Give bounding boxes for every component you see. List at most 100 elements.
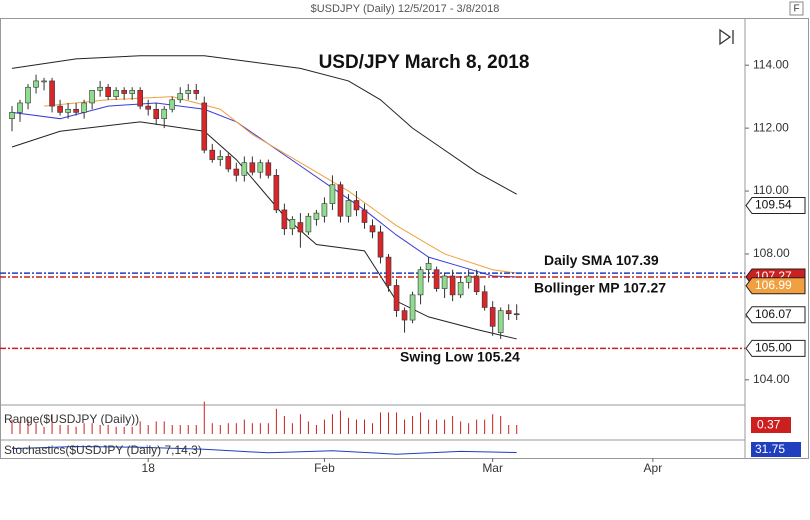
candle-body — [97, 86, 103, 91]
candle-body — [81, 102, 87, 113]
price-label-box — [745, 277, 806, 295]
candle-body — [225, 156, 232, 170]
panel-title: Stochastics($USDJPY (Daily) 7,14,3) — [4, 443, 202, 457]
price-label-box — [745, 339, 806, 357]
candle-body — [89, 90, 95, 104]
candle-body — [281, 209, 288, 230]
candle-body — [473, 275, 480, 293]
candle-body — [401, 310, 408, 321]
stoch-line — [11, 445, 517, 455]
indicator-line — [11, 121, 517, 340]
candle-body — [241, 162, 248, 176]
candle-body — [337, 184, 344, 217]
indicator-line — [11, 55, 517, 195]
candle-body — [217, 156, 224, 160]
panel-title: Range($USDJPY (Daily)) — [4, 412, 139, 426]
candle-body — [49, 80, 55, 107]
price-label-box — [745, 306, 806, 324]
candle-body — [153, 108, 160, 119]
annotation: Daily SMA 107.39 — [544, 252, 659, 268]
candle-body — [65, 108, 71, 113]
candle-body — [185, 90, 192, 94]
y-tick-label: 114.00 — [753, 57, 789, 71]
candle-body — [249, 162, 256, 173]
play-icon[interactable] — [719, 28, 734, 46]
price-label-box — [745, 197, 806, 215]
candle-body — [177, 93, 184, 101]
chart-title: $USDJPY (Daily) 12/5/2017 - 3/8/2018 — [311, 3, 500, 15]
x-tick-label: Apr — [644, 461, 663, 475]
candle-body — [329, 184, 336, 204]
candle-body — [209, 149, 216, 160]
candle-body — [233, 168, 240, 176]
candle-body — [273, 175, 280, 211]
candle-body — [425, 263, 432, 271]
candle-body — [297, 222, 304, 233]
candle-body — [345, 200, 352, 217]
candle-body — [313, 212, 320, 220]
candle-body — [41, 80, 47, 83]
candle-body — [449, 275, 456, 296]
candle-body — [105, 86, 111, 97]
x-tick-label: Mar — [482, 461, 503, 475]
button-label[interactable]: F — [793, 4, 799, 15]
y-tick-label: 112.00 — [753, 120, 789, 134]
price-label: 106.99 — [755, 278, 792, 292]
y-tick-label: 110.00 — [753, 183, 789, 197]
candle-body — [145, 105, 151, 110]
candle-body — [489, 307, 496, 327]
frame — [0, 18, 809, 459]
candle-body — [257, 162, 264, 173]
y-tick-label: 104.00 — [753, 372, 790, 386]
x-tick-label: Feb — [314, 461, 335, 475]
candle-body — [497, 310, 504, 333]
annotation: Bollinger MP 107.27 — [534, 280, 666, 296]
y-tick-label: 108.00 — [753, 246, 790, 260]
candle-body — [433, 269, 440, 289]
panel-value: 31.75 — [755, 442, 785, 456]
candle-body — [9, 112, 15, 119]
candle-body — [513, 313, 520, 316]
candle-body — [289, 219, 296, 230]
price-label: 105.00 — [755, 341, 792, 355]
candle-body — [169, 99, 176, 110]
candle-body — [321, 203, 328, 217]
indicator-line — [11, 102, 517, 278]
candle-body — [465, 275, 472, 283]
candle-body — [161, 108, 168, 119]
candle-body — [409, 294, 416, 321]
candle-body — [57, 105, 63, 113]
candle-body — [353, 200, 360, 211]
price-label: 106.07 — [755, 307, 792, 321]
candle-body — [305, 215, 312, 233]
candle-body — [481, 291, 488, 308]
price-label: 109.54 — [755, 198, 792, 212]
x-tick-label: 18 — [142, 461, 156, 475]
candle-body — [73, 108, 79, 113]
headline: USD/JPY March 8, 2018 — [319, 52, 530, 73]
candle-body — [113, 90, 119, 97]
candle-body — [201, 102, 208, 151]
candle-body — [369, 225, 376, 233]
candle-body — [265, 162, 272, 176]
candle-body — [377, 231, 384, 258]
value-box — [751, 442, 801, 457]
candle-body — [137, 90, 143, 107]
candle-body — [441, 275, 448, 289]
indicator-line — [44, 96, 517, 274]
candle-body — [457, 281, 464, 296]
candle-body — [33, 80, 39, 88]
candle-body — [25, 86, 31, 104]
candle-body — [361, 209, 368, 223]
candle-body — [193, 90, 200, 94]
button[interactable] — [789, 1, 804, 16]
candle-body — [17, 102, 23, 113]
value-box — [751, 417, 791, 433]
candle-body — [121, 90, 127, 94]
panel-value: 0.37 — [757, 418, 781, 432]
candle-body — [129, 90, 135, 94]
candle-body — [385, 256, 392, 286]
annotation: Swing Low 105.24 — [400, 349, 520, 365]
candle-body — [505, 310, 512, 315]
